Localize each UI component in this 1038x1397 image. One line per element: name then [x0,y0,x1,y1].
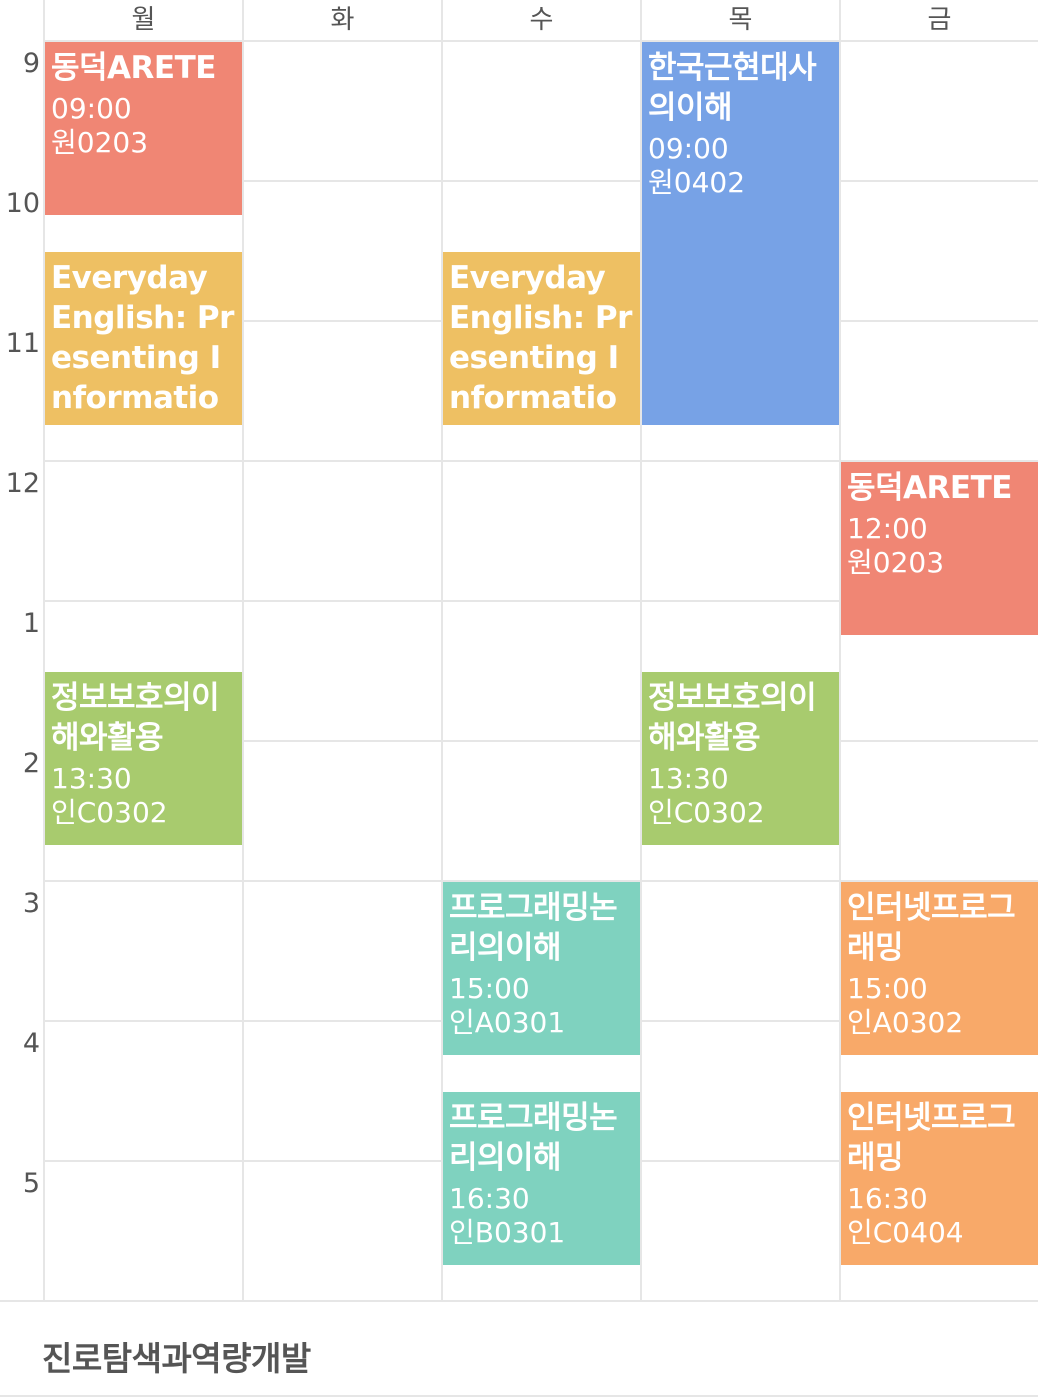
course-title: 동덕ARETE [847,470,1012,506]
course-title: 정보보호의이해와활용 [648,680,817,756]
course-room: 인C0302 [51,796,168,829]
day-header: 월 [131,5,156,35]
course-time: 09:00 [51,92,132,125]
course-room: 인C0404 [847,1216,964,1249]
course-time: 09:00 [648,132,729,165]
course-block[interactable]: 한국근현대사의이해 09:00 원0402 [642,42,839,425]
course-title: Everyday English: Presenting Information [449,260,632,425]
course-room: 인A0301 [449,1006,566,1039]
course-room: 인B0301 [449,1216,566,1249]
hour-divider [43,880,1038,882]
day-header: 화 [330,5,355,35]
hour-label: 3 [22,888,40,919]
day-header: 수 [529,5,554,35]
hour-divider [43,740,1038,742]
day-header: 금 [927,5,952,35]
course-time: 13:30 [51,762,132,795]
hour-divider [43,600,1038,602]
course-room: 원0203 [51,126,149,159]
column-divider [242,0,244,1300]
column-divider [441,0,443,1300]
course-block[interactable]: 동덕ARETE 09:00 원0203 [45,42,242,215]
course-title: 동덕ARETE [51,50,216,86]
course-title: 프로그래밍논리의이해 [449,1100,618,1176]
course-block[interactable]: Everyday English: Presenting Information [443,252,640,425]
course-time: 15:00 [449,972,530,1005]
hour-label: 5 [22,1168,40,1199]
hour-divider [43,40,1038,42]
course-block[interactable]: Everyday English: Presenting Information [45,252,242,425]
hour-label: 11 [5,328,40,359]
course-block[interactable]: 정보보호의이해와활용 13:30 인C0302 [45,672,242,845]
column-divider [839,0,841,1300]
hour-label: 12 [5,468,40,499]
course-title: 인터넷프로그래밍 [847,1100,1016,1176]
course-time: 12:00 [847,512,928,545]
course-title: 정보보호의이해와활용 [51,680,220,756]
column-divider [43,0,45,1300]
course-block[interactable]: 인터넷프로그래밍 15:00 인A0302 [841,882,1038,1055]
unscheduled-course-label[interactable]: 진로탐색과역량개발 [42,1339,311,1378]
course-title: 인터넷프로그래밍 [847,890,1016,966]
course-block[interactable]: 프로그래밍논리의이해 15:00 인A0301 [443,882,640,1055]
divider [0,1395,1038,1397]
course-time: 16:30 [449,1182,530,1215]
course-room: 인C0302 [648,796,765,829]
course-title: 프로그래밍논리의이해 [449,890,618,966]
course-block[interactable]: 정보보호의이해와활용 13:30 인C0302 [642,672,839,845]
course-block[interactable]: 인터넷프로그래밍 16:30 인C0404 [841,1092,1038,1265]
hour-divider [43,460,1038,462]
hour-label: 2 [22,748,40,779]
course-title: Everyday English: Presenting Information [51,260,234,425]
course-room: 인A0302 [847,1006,964,1039]
hour-label: 1 [22,608,40,639]
hour-label: 9 [22,48,40,79]
course-room: 원0203 [847,546,945,579]
course-time: 15:00 [847,972,928,1005]
course-time: 13:30 [648,762,729,795]
hour-label: 10 [5,188,40,219]
course-block[interactable]: 프로그래밍논리의이해 16:30 인B0301 [443,1092,640,1265]
hour-divider [43,180,1038,182]
unscheduled-course-bar[interactable]: 진로탐색과역량개발 [0,1300,1038,1397]
course-time: 16:30 [847,1182,928,1215]
course-room: 원0402 [648,166,746,199]
day-header: 목 [728,5,753,35]
hour-label: 4 [22,1028,40,1059]
course-block[interactable]: 동덕ARETE 12:00 원0203 [841,462,1038,635]
column-divider [640,0,642,1300]
course-title: 한국근현대사의이해 [648,50,817,126]
